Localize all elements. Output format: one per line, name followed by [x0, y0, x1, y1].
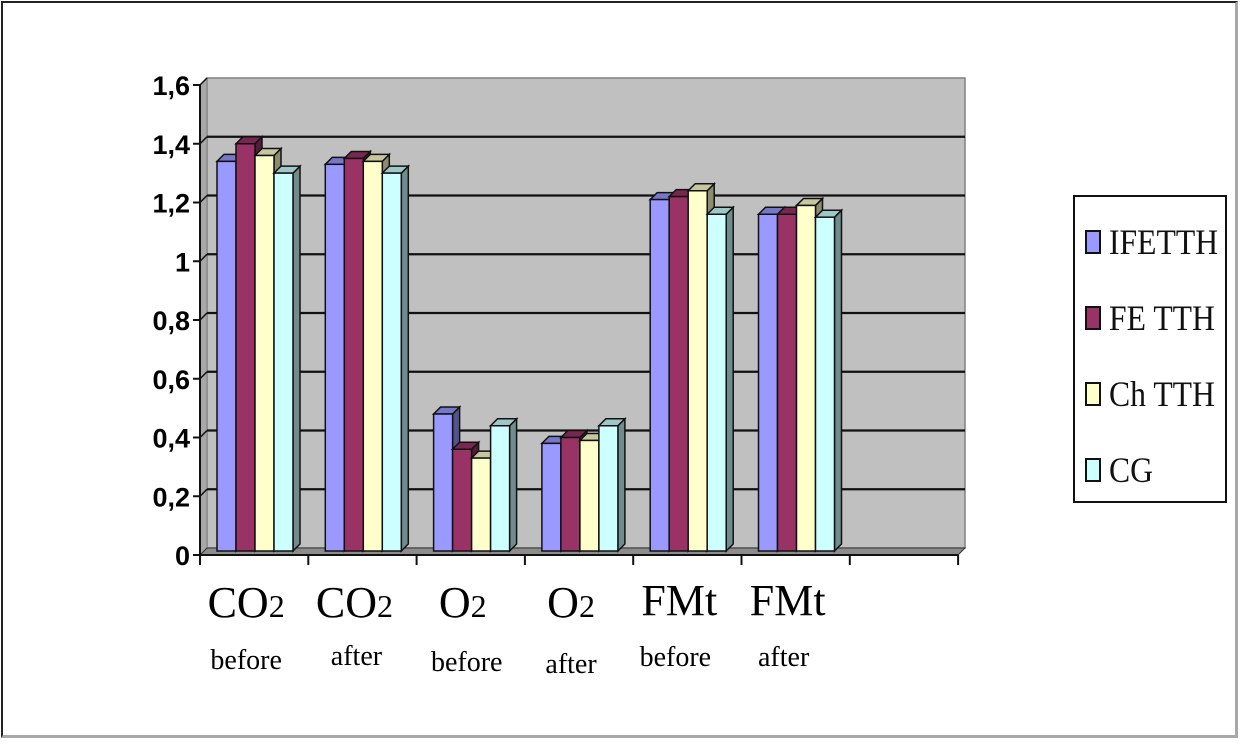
x-subcategory-label: after: [545, 649, 597, 680]
x-category-label: CO2: [316, 578, 393, 627]
bar-group-co2-before: [215, 134, 302, 553]
x-category-label: FMt: [750, 576, 826, 625]
bar-fe-tth: [776, 213, 798, 552]
y-tick-label: 0,8: [152, 306, 190, 336]
bar-ifetth: [757, 213, 779, 552]
y-tick-label: 0,6: [152, 365, 190, 395]
bar-ch-tth: [687, 190, 708, 552]
legend-label: IFETTH: [1109, 222, 1219, 262]
legend-item-ifetth: IFETTH: [1085, 221, 1233, 263]
bar-cg: [706, 213, 727, 552]
bar-cg: [273, 172, 294, 552]
y-tick-label: 0: [175, 541, 190, 571]
y-tick-label: 1,6: [152, 71, 190, 101]
x-category-label: CO2: [208, 578, 285, 627]
x-category-label: O2: [439, 578, 487, 627]
y-tick-label: 0,4: [152, 424, 190, 454]
x-category-label: O2: [547, 578, 595, 627]
bar-ifetth: [541, 442, 562, 552]
legend-item-cg: CG: [1085, 449, 1159, 491]
legend-label: Ch TTH: [1109, 374, 1215, 414]
x-subcategory-label: before: [210, 645, 282, 676]
x-subcategory-label: after: [331, 641, 383, 672]
bar-ch-tth: [254, 154, 275, 552]
x-subcategory-label: before: [640, 642, 712, 673]
bar-ifetth: [649, 198, 670, 552]
bar-group-co2-after: [323, 149, 411, 553]
legend-label: CG: [1109, 450, 1154, 490]
bar-fe-tth: [235, 143, 256, 552]
x-category-label: FMt: [641, 576, 717, 625]
bar-ifetth: [216, 160, 237, 552]
bar-group-fmt-before: [648, 181, 736, 553]
bar-fe-tth: [668, 195, 689, 552]
legend-swatch-icon: [1085, 306, 1101, 330]
legend-label: FE TTH: [1109, 298, 1215, 338]
bar-cg: [381, 172, 403, 552]
bar-ch-tth: [579, 439, 600, 552]
legend-swatch-icon: [1085, 458, 1101, 482]
bar-cg: [814, 216, 836, 552]
bar-cg: [489, 425, 511, 552]
legend-item-ch-tth: Ch TTH: [1085, 373, 1229, 415]
y-tick-label: 1: [175, 247, 190, 277]
bar-ifetth: [324, 163, 346, 552]
legend-swatch-icon: [1085, 230, 1101, 254]
bar-ch-tth: [470, 457, 492, 552]
bar-group-o2-before: [431, 405, 519, 553]
x-subcategory-label: after: [758, 642, 810, 673]
legend-item-fe-tth: FE TTH: [1085, 297, 1229, 339]
bar-fe-tth: [451, 448, 473, 552]
y-tick-label: 1,4: [152, 130, 190, 160]
y-tick-label: 1,2: [152, 189, 190, 219]
bar-group-o2-after: [540, 416, 627, 553]
legend-swatch-icon: [1085, 382, 1101, 406]
bar-fe-tth: [560, 436, 581, 552]
bar-ch-tth: [795, 204, 817, 552]
bar-ifetth: [432, 413, 454, 552]
bar-group-fmt-after: [756, 196, 844, 553]
x-subcategory-label: before: [431, 647, 503, 678]
bar-ch-tth: [362, 160, 384, 552]
bar-fe-tth: [343, 157, 365, 552]
bar-cg: [598, 425, 619, 552]
chart-legend: IFETTH FE TTH Ch TTH CG: [1073, 195, 1227, 503]
y-tick-label: 0,2: [152, 482, 190, 512]
